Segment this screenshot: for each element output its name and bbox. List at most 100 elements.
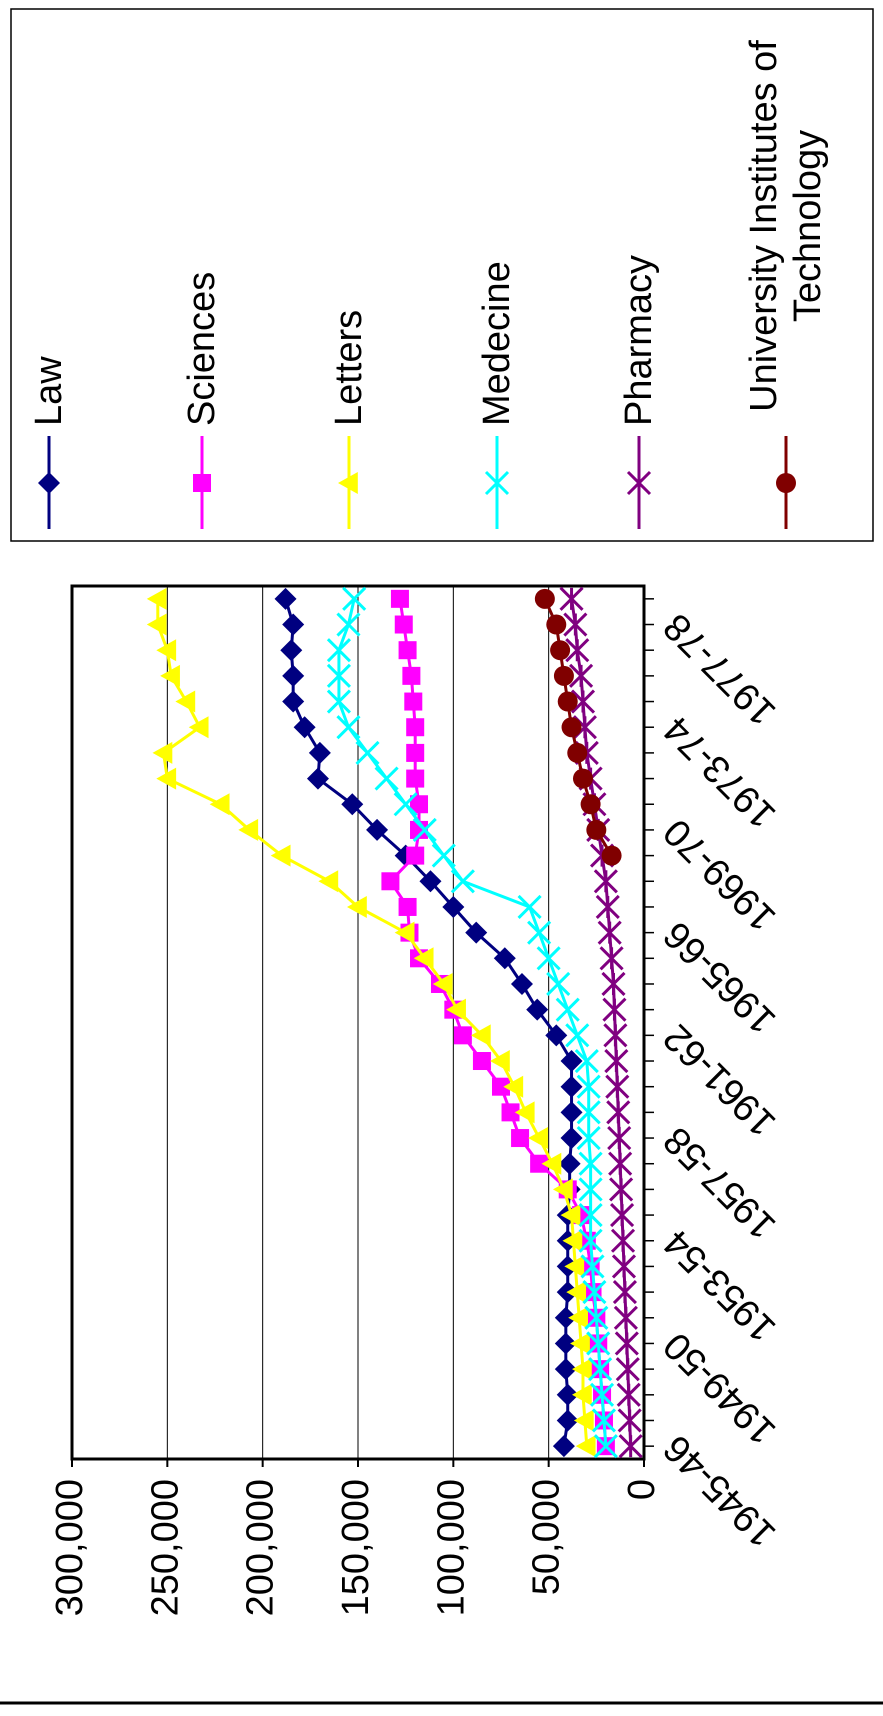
- legend-label: Law: [28, 356, 70, 426]
- legend-label: University Institutes of Technology: [743, 40, 829, 412]
- marker: [568, 1306, 588, 1329]
- marker: [559, 586, 584, 611]
- legend-entry: Sciences: [122, 0, 282, 426]
- marker: [446, 998, 466, 1021]
- legend-entry: Pharmacy: [559, 0, 719, 426]
- marker: [398, 641, 417, 660]
- marker: [571, 1358, 592, 1381]
- marker: [545, 1024, 568, 1047]
- marker: [565, 1023, 590, 1048]
- legend-entry: Law: [0, 0, 129, 426]
- marker: [560, 1127, 583, 1150]
- y-tick-label: 100,000: [430, 1479, 472, 1616]
- marker: [306, 767, 329, 790]
- legend-marker: [193, 474, 211, 492]
- marker: [576, 1125, 601, 1151]
- marker: [472, 1052, 491, 1071]
- marker: [410, 820, 429, 839]
- marker: [381, 872, 400, 891]
- marker: [394, 615, 413, 634]
- marker: [431, 843, 456, 868]
- marker: [557, 691, 578, 712]
- legend-item: Letters: [328, 310, 370, 426]
- series-line: [156, 598, 589, 1447]
- marker: [593, 869, 618, 894]
- legend-marker: [776, 473, 796, 493]
- marker: [511, 1129, 530, 1148]
- marker: [608, 1151, 633, 1176]
- marker: [610, 1228, 636, 1253]
- marker: [517, 894, 542, 920]
- x-tick-label: 1961-62: [656, 1016, 784, 1144]
- legend-box: [10, 8, 874, 542]
- marker: [613, 1305, 638, 1330]
- marker: [342, 586, 367, 611]
- marker: [615, 1357, 640, 1382]
- legend-item: University Institutes of Technology: [706, 0, 866, 426]
- marker: [558, 1152, 581, 1175]
- marker: [569, 663, 594, 688]
- legend-item: Law: [0, 0, 129, 426]
- x-tick-label: 1973-74: [656, 708, 784, 836]
- x-tick-label: 1945-46: [656, 1427, 784, 1555]
- marker: [561, 717, 582, 738]
- marker: [274, 587, 297, 610]
- marker: [618, 1434, 643, 1459]
- marker: [591, 1408, 617, 1433]
- y-tick-label: 0: [621, 1479, 663, 1500]
- marker: [209, 793, 230, 816]
- marker: [398, 897, 417, 916]
- marker: [564, 1255, 585, 1278]
- marker: [554, 1306, 577, 1329]
- marker: [347, 895, 367, 918]
- marker: [546, 614, 567, 635]
- marker: [341, 793, 364, 816]
- marker: [607, 1125, 632, 1151]
- marker: [503, 1075, 524, 1098]
- plot-frame: [70, 584, 646, 1461]
- y-tick-label: 50,000: [526, 1479, 568, 1595]
- chart-body: 0 50,000 100,000 150,000 200,000 250,000 300,0…: [0, 0, 874, 1616]
- x-tick-label: 1957-58: [656, 1119, 784, 1247]
- marker: [578, 1151, 603, 1176]
- marker: [566, 1281, 587, 1304]
- series-line: [284, 598, 574, 1447]
- legend-label: Sciences: [181, 271, 223, 426]
- marker: [280, 639, 303, 662]
- marker: [493, 947, 516, 970]
- marker: [586, 1331, 611, 1356]
- y-tick-label: 150,000: [335, 1479, 377, 1616]
- marker: [611, 1254, 637, 1279]
- marker: [616, 1382, 641, 1407]
- marker: [326, 638, 351, 663]
- marker: [442, 895, 465, 918]
- marker: [565, 638, 590, 663]
- legend-item: Pharmacy: [559, 0, 719, 426]
- legend-entry: University Institutes of Technology: [706, 0, 866, 426]
- marker: [610, 1203, 635, 1228]
- marker: [578, 1228, 603, 1253]
- marker: [609, 1177, 634, 1202]
- marker: [326, 689, 351, 714]
- marker: [355, 740, 380, 765]
- marker: [156, 767, 177, 790]
- marker: [589, 1382, 615, 1407]
- marker: [336, 612, 361, 637]
- marker: [560, 1204, 581, 1227]
- marker: [605, 1074, 630, 1099]
- marker: [406, 769, 425, 788]
- marker: [336, 715, 361, 740]
- marker: [394, 921, 415, 944]
- marker: [528, 1127, 548, 1150]
- marker: [366, 818, 389, 841]
- marker: [556, 1383, 579, 1406]
- marker: [560, 1050, 583, 1073]
- marker: [326, 663, 351, 688]
- marker: [575, 1435, 596, 1458]
- marker: [510, 972, 533, 995]
- marker: [293, 716, 316, 739]
- legend-marker: [484, 470, 510, 496]
- legend-marker: [38, 472, 60, 494]
- marker: [580, 1254, 605, 1279]
